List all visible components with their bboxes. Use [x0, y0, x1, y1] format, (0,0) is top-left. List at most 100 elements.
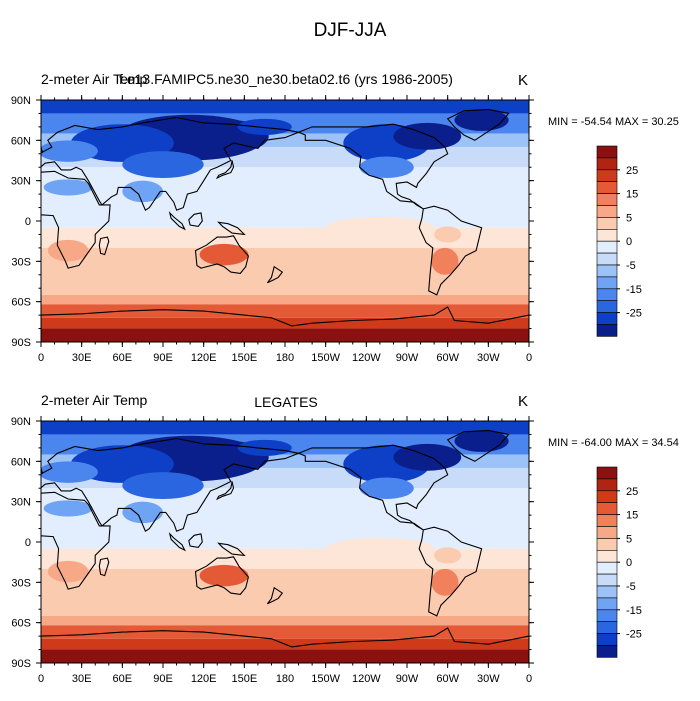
- bottom-colorbar: 25 15 5 0 -5 -15 -25: [596, 466, 642, 658]
- coastline-madagascar: [98, 557, 110, 577]
- coastlines: [41, 429, 529, 663]
- colorbar-swatch: [596, 621, 618, 634]
- x-tick-label: 0: [38, 352, 44, 364]
- figure-title: DJF-JJA: [313, 20, 387, 41]
- coastline-borneo: [188, 212, 203, 227]
- y-tick-label: 60S: [11, 618, 31, 630]
- colorbar-swatch: [596, 490, 618, 503]
- coastline-borneo: [188, 533, 203, 548]
- x-tick-label: 90W: [396, 673, 419, 685]
- colorbar-label: -25: [626, 308, 642, 320]
- y-tick-label: 90S: [11, 658, 31, 670]
- colorbar-label: -5: [626, 260, 636, 272]
- colorbar-swatch: [596, 514, 618, 527]
- y-tick-label: 30S: [11, 256, 31, 268]
- colorbar-swatch: [596, 217, 618, 230]
- coastline-eurasia: [41, 116, 301, 212]
- bottom-panel-min-max: MIN = -64.00 MAX = 34.54: [548, 437, 679, 449]
- x-tick-label: 0: [526, 352, 532, 364]
- colorbar-swatch: [596, 240, 618, 254]
- x-tick-label: 150W: [311, 352, 340, 364]
- x-tick-label: 0: [526, 673, 532, 685]
- x-tick-label: 120W: [352, 352, 381, 364]
- x-tick-label: 90W: [396, 352, 419, 364]
- coastline-japan: [215, 481, 235, 501]
- coastline-south-america: [418, 205, 483, 296]
- colorbar-swatch: [596, 478, 618, 492]
- coastlines: [41, 108, 529, 342]
- top-map-plot: 0 30E 60E 90E 120E 150E 180 150W 120W 90W 60W 30W 09…: [11, 95, 534, 364]
- y-tick-label: 0: [25, 537, 31, 549]
- x-tick-label: 90E: [153, 352, 173, 364]
- colorbar-label: 5: [626, 212, 632, 224]
- colorbar-swatch: [596, 145, 618, 159]
- temperature-field: [41, 421, 529, 663]
- top-colorbar: 25 15 5 0 -5 -15 -25: [596, 145, 642, 337]
- coastline-sumatra: [168, 532, 186, 552]
- colorbar-label: 25: [626, 486, 638, 498]
- coastline-madagascar: [98, 236, 110, 256]
- y-tick-label: 60N: [11, 456, 31, 468]
- top-panel-title-left: 2-meter Air Temp: [41, 71, 148, 87]
- colorbar-label: 0: [626, 236, 632, 248]
- y-tick-label: 90N: [11, 416, 31, 428]
- x-tick-label: 150E: [231, 352, 257, 364]
- coastline-north-america: [297, 444, 449, 531]
- coastline-greenland: [446, 429, 510, 462]
- colorbar-label: 5: [626, 533, 632, 545]
- y-tick-label: 60S: [11, 297, 31, 309]
- bottom-map-plot: 0 30E 60E 90E 120E 150E 180 150W 120W 90W 60W 30W 09…: [11, 416, 534, 685]
- top-panel-min-max: MIN = -54.54 MAX = 30.25: [548, 116, 679, 128]
- y-tick-label: 90S: [11, 337, 31, 349]
- x-tick-label: 180: [276, 352, 294, 364]
- colorbar-swatch: [596, 252, 618, 266]
- colorbar-swatch: [596, 193, 618, 206]
- colorbar-swatch: [596, 157, 618, 171]
- temperature-field: [41, 100, 529, 342]
- colorbar-swatch: [596, 597, 618, 611]
- coastline-new-zealand: [266, 586, 284, 605]
- x-tick-label: 60W: [436, 352, 459, 364]
- x-tick-label: 150E: [231, 673, 257, 685]
- coastline-japan: [215, 160, 235, 180]
- colorbar-label: -15: [626, 284, 642, 296]
- coastline-greenland: [446, 108, 510, 141]
- top-panel-title-center: f.e13.FAMIPC5.ne30_ne30.beta02.t6 (yrs 1…: [119, 71, 453, 87]
- coastline-new-zealand: [266, 265, 284, 284]
- bottom-panel-title-center: LEGATES: [254, 394, 318, 410]
- colorbar-swatch: [596, 229, 618, 242]
- y-tick-label: 30S: [11, 577, 31, 589]
- x-tick-label: 180: [276, 673, 294, 685]
- y-tick-label: 30N: [11, 176, 31, 188]
- colorbar-swatch: [596, 550, 618, 563]
- coastline-antarctica: [41, 627, 529, 663]
- x-tick-label: 120E: [191, 352, 217, 364]
- colorbar-swatch: [596, 561, 618, 575]
- coastline-australia: [194, 235, 250, 274]
- colorbar-swatch: [596, 276, 618, 290]
- coastline-antarctica: [41, 306, 529, 342]
- colorbar-swatch: [596, 181, 618, 194]
- x-tick-label: 30W: [477, 352, 500, 364]
- bottom-panel-title-left: 2-meter Air Temp: [41, 392, 148, 408]
- coastline-africa: [41, 170, 111, 269]
- x-tick-label: 30E: [72, 673, 92, 685]
- top-panel-units: K: [518, 72, 529, 89]
- colorbar-swatch: [596, 288, 618, 302]
- colorbar-swatch: [596, 609, 618, 623]
- colorbar-swatch: [596, 169, 618, 182]
- colorbar-swatch: [596, 645, 618, 658]
- x-tick-label: 30E: [72, 352, 92, 364]
- coastline-new-guinea: [217, 221, 246, 236]
- colorbar-label: 25: [626, 165, 638, 177]
- x-tick-label: 90E: [153, 673, 173, 685]
- colorbar-label: -15: [626, 605, 642, 617]
- colorbar-swatch: [596, 502, 618, 515]
- colorbar-swatch: [596, 205, 618, 218]
- colorbar-swatch: [596, 264, 618, 278]
- x-tick-label: 60E: [113, 352, 133, 364]
- x-tick-label: 60W: [436, 673, 459, 685]
- coastline-new-guinea: [217, 542, 246, 557]
- y-tick-label: 0: [25, 216, 31, 228]
- colorbar-swatch: [596, 324, 618, 337]
